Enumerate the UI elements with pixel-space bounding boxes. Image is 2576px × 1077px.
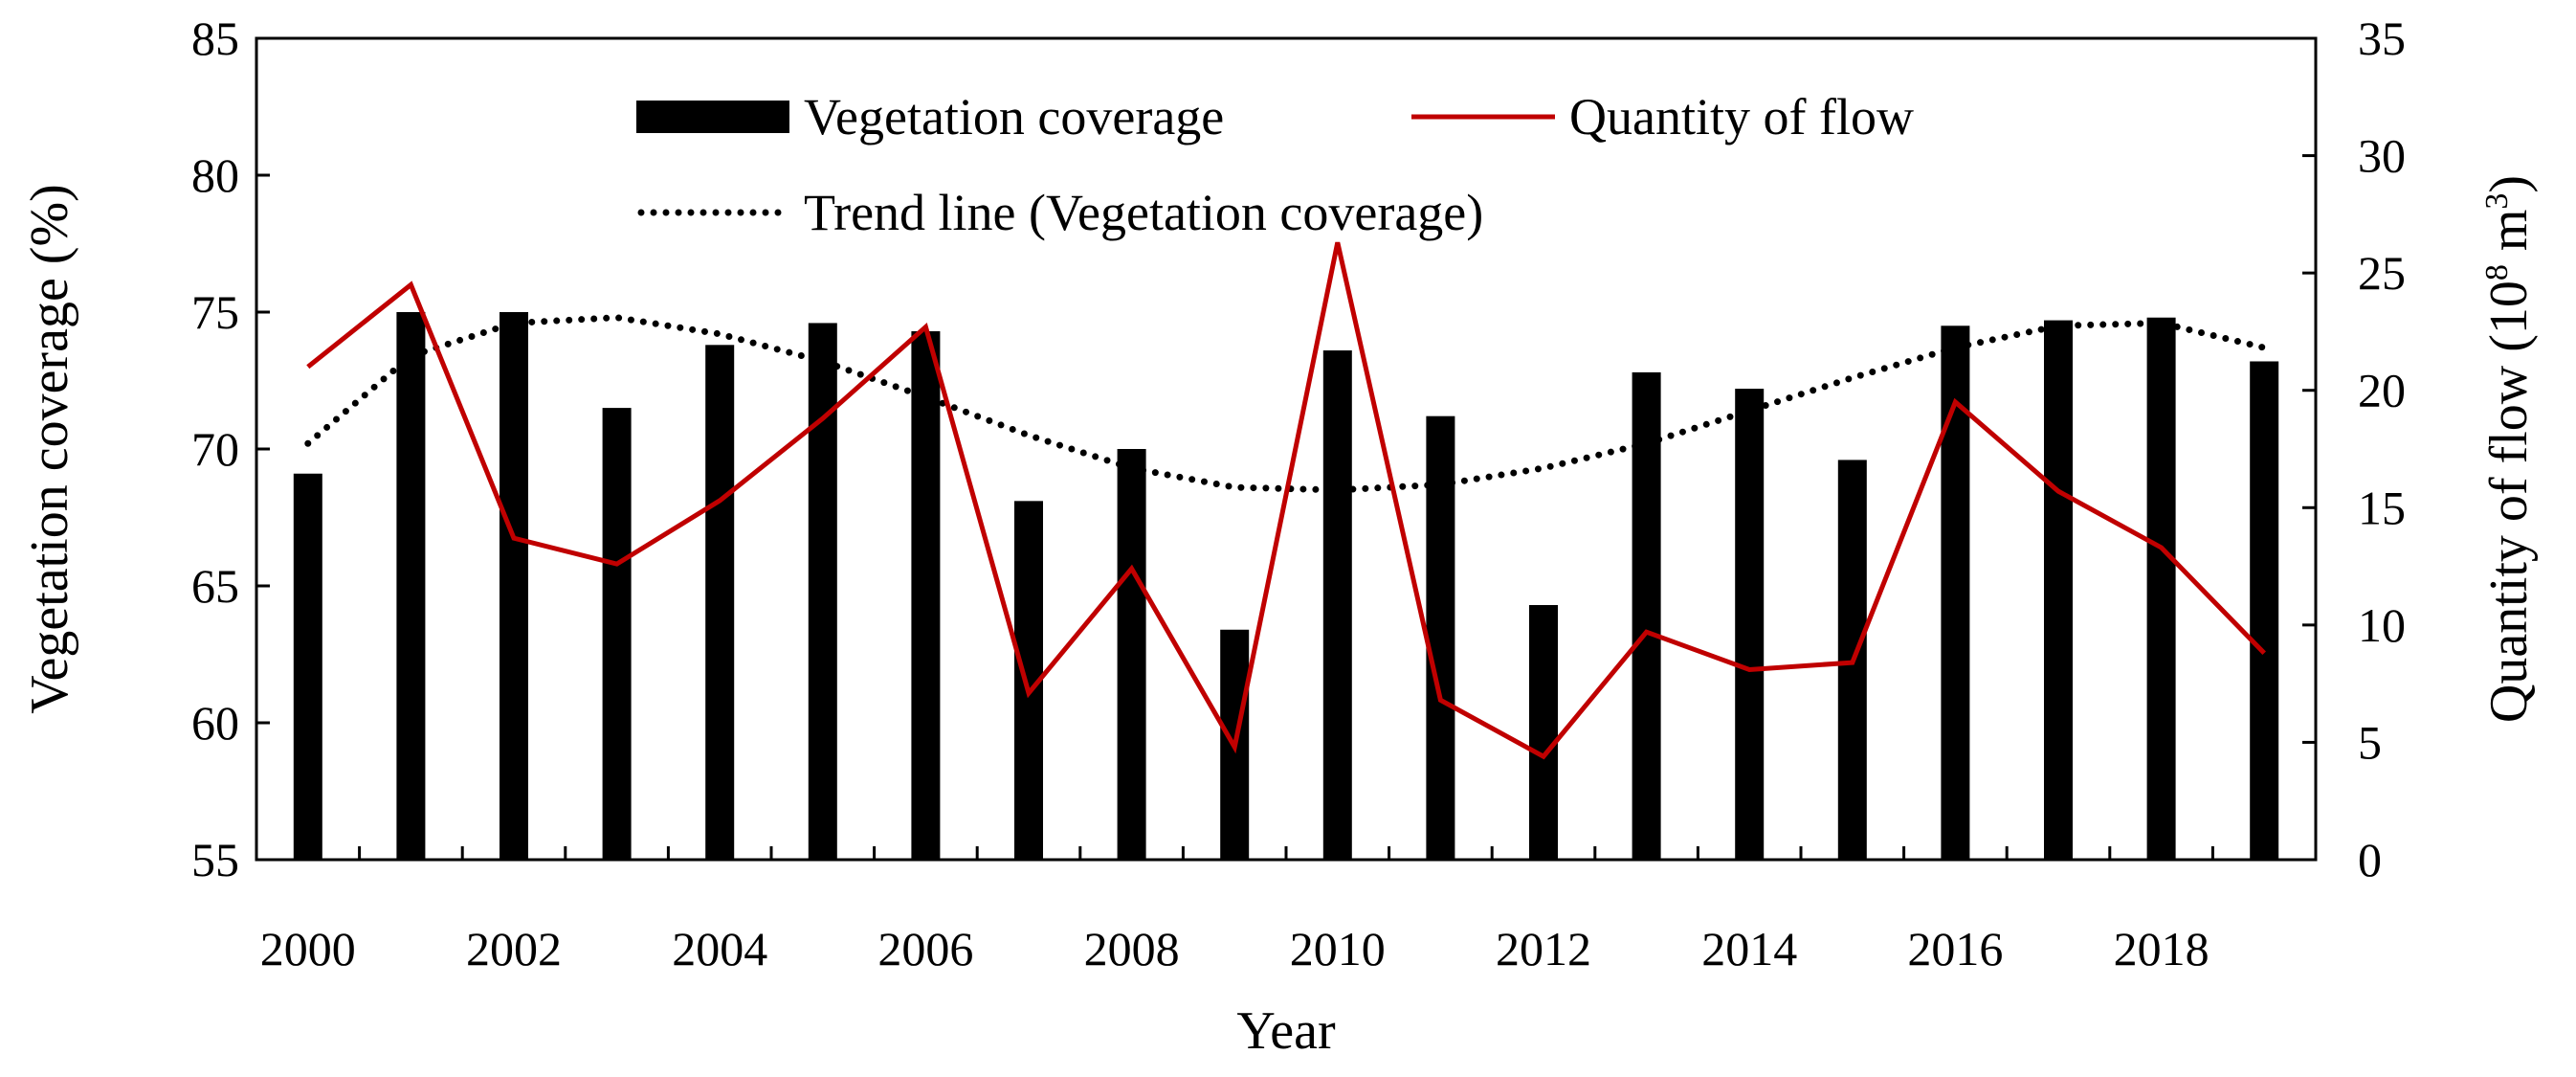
bar-vegetation-coverage-2010 — [1322, 350, 1352, 860]
x-tick-label: 2008 — [1084, 922, 1180, 976]
bar-vegetation-coverage-2005 — [808, 323, 837, 860]
bar-vegetation-coverage-2014 — [1735, 389, 1765, 860]
x-tick-label: 2002 — [466, 922, 562, 976]
bar-vegetation-coverage-2017 — [2044, 320, 2073, 861]
x-tick-label: 2014 — [1701, 922, 1797, 976]
x-tick-label: 2006 — [877, 922, 973, 976]
bar-vegetation-coverage-2001 — [396, 312, 426, 860]
right-tick-label: 25 — [2358, 246, 2406, 300]
right-tick-label: 15 — [2358, 481, 2406, 534]
right-y-axis-title-mid: m — [2479, 210, 2539, 265]
bar-vegetation-coverage-2008 — [1117, 449, 1146, 860]
left-tick-label: 75 — [191, 285, 239, 339]
right-tick-label: 30 — [2358, 129, 2406, 183]
bar-vegetation-coverage-2013 — [1632, 371, 1661, 860]
bar-vegetation-coverage-2000 — [293, 473, 322, 860]
left-tick-label: 65 — [191, 559, 239, 613]
left-tick-label: 80 — [191, 148, 239, 202]
legend-swatch-vegetation-coverage — [636, 101, 789, 133]
right-axis-ticks: 0 5 10 15 20 25 30 35 — [2302, 11, 2406, 886]
right-tick-label: 0 — [2358, 833, 2382, 886]
bar-vegetation-coverage-2004 — [705, 345, 735, 860]
bar-vegetation-coverage-2012 — [1529, 605, 1558, 860]
legend: Vegetation coverage Quantity of flow Tre… — [636, 88, 1914, 241]
right-tick-label: 35 — [2358, 11, 2406, 65]
flow-line-group — [306, 241, 2266, 760]
bar-vegetation-coverage-2019 — [2250, 361, 2279, 861]
x-tick-label: 2018 — [2114, 922, 2210, 976]
bar-group — [293, 312, 2279, 861]
trend-line-group — [304, 314, 2268, 494]
x-tick-label: 2016 — [1907, 922, 2003, 976]
left-tick-label: 60 — [191, 696, 239, 750]
bar-vegetation-coverage-2016 — [1941, 325, 1970, 860]
x-tick-label: 2004 — [672, 922, 767, 976]
bar-vegetation-coverage-2011 — [1426, 415, 1455, 860]
right-y-axis-title-suffix: ) — [2479, 175, 2539, 193]
x-tick-label: 2000 — [260, 922, 356, 976]
left-y-axis-title: Vegetation coverage (%) — [20, 184, 79, 714]
right-y-axis-title-prefix: Quantity of flow (10 — [2479, 280, 2539, 723]
right-tick-label: 10 — [2358, 598, 2406, 652]
trend-line-vegetation-coverage — [304, 314, 2268, 494]
line-quantity-of-flow — [306, 241, 2266, 760]
legend-label-vegetation-coverage: Vegetation coverage — [804, 88, 1224, 146]
left-tick-label: 85 — [191, 11, 239, 65]
left-tick-label: 55 — [191, 833, 239, 886]
bar-vegetation-coverage-2002 — [500, 312, 528, 860]
bar-vegetation-coverage-2006 — [911, 331, 941, 860]
right-tick-label: 5 — [2358, 715, 2382, 769]
bar-vegetation-coverage-2003 — [602, 408, 632, 860]
x-tick-label: 2010 — [1290, 922, 1386, 976]
legend-label-trend-line: Trend line (Vegetation coverage) — [804, 184, 1483, 241]
right-y-axis-title-sup: 8 — [2479, 264, 2515, 280]
x-axis-title: Year — [1236, 1001, 1336, 1061]
bar-vegetation-coverage-2018 — [2146, 317, 2176, 861]
right-y-axis-title: Quantity of flow (108 m3) — [2479, 175, 2539, 723]
x-axis-ticks: 2000 2002 2004 2006 2008 2010 2012 2014 2016 2018 — [260, 846, 2214, 976]
right-y-axis-title-sup2: 3 — [2479, 193, 2515, 210]
left-axis-ticks: 55 60 65 70 75 80 85 — [191, 11, 270, 886]
x-tick-label: 2012 — [1496, 922, 1591, 976]
left-tick-label: 70 — [191, 422, 239, 476]
right-tick-label: 20 — [2358, 364, 2406, 417]
legend-label-quantity-of-flow: Quantity of flow — [1569, 88, 1914, 146]
